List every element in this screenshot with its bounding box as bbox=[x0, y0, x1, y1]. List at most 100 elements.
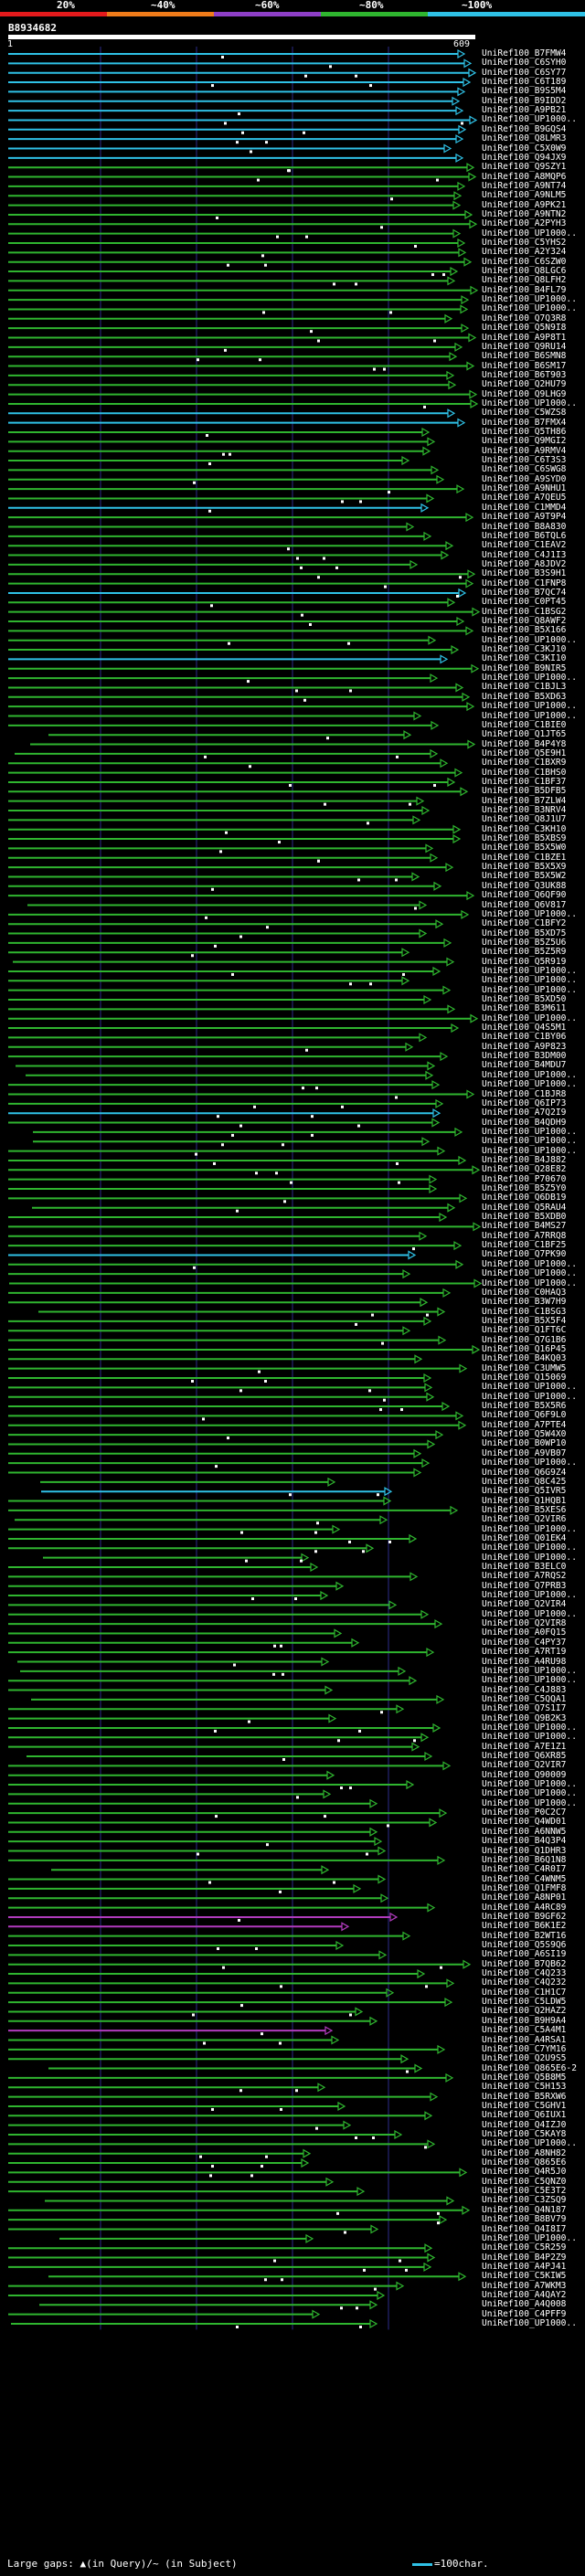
hit-label[interactable]: UniRef100_Q9LHG9 bbox=[482, 388, 567, 399]
hit-label[interactable]: UniRef100_C5E3T2 bbox=[482, 2186, 567, 2197]
hit-label[interactable]: UniRef100_C1BSG3 bbox=[482, 1306, 567, 1317]
hit-label[interactable]: UniRef100_Q9SZY1 bbox=[482, 162, 567, 173]
hit-label[interactable]: UniRef100_C1BFY2 bbox=[482, 918, 567, 929]
hit-label[interactable]: UniRef100_B4Q3P4 bbox=[482, 1836, 567, 1847]
hit-label[interactable]: UniRef100_B3DM00 bbox=[482, 1051, 567, 1062]
hit-label[interactable]: UniRef100_B8A830 bbox=[482, 521, 567, 532]
hit-label[interactable]: UniRef100_A4Q008 bbox=[482, 2299, 567, 2310]
hit-label[interactable]: UniRef100_A8MQP6 bbox=[482, 171, 567, 182]
hit-label[interactable]: UniRef100_Q1FT6C bbox=[482, 1325, 567, 1336]
hit-label[interactable]: UniRef100_A9NTN2 bbox=[482, 208, 567, 219]
hit-label[interactable]: UniRef100_UP1000.. bbox=[482, 2232, 577, 2243]
hit-label[interactable]: UniRef100_UP1000.. bbox=[482, 634, 577, 645]
hit-label[interactable]: UniRef100_Q2VIR8 bbox=[482, 1618, 567, 1629]
hit-label[interactable]: UniRef100_B5X5X9 bbox=[482, 862, 567, 873]
hit-label[interactable]: UniRef100_C5H153 bbox=[482, 2082, 567, 2093]
hit-label[interactable]: UniRef100_C1BZE1 bbox=[482, 852, 567, 863]
hit-label[interactable]: UniRef100_UP1000.. bbox=[482, 908, 577, 919]
hit-label[interactable]: UniRef100_C5KAY8 bbox=[482, 2129, 567, 2139]
hit-label[interactable]: UniRef100_B4FL79 bbox=[482, 284, 567, 295]
hit-label[interactable]: UniRef100_C1BF25 bbox=[482, 1240, 567, 1251]
hit-label[interactable]: UniRef100_B6TQL6 bbox=[482, 530, 567, 541]
hit-label[interactable]: UniRef100_UP1000.. bbox=[482, 1732, 577, 1743]
hit-label[interactable]: UniRef100_C0PT45 bbox=[482, 597, 567, 608]
hit-label[interactable]: UniRef100_C5YHS2 bbox=[482, 238, 567, 248]
hit-label[interactable]: UniRef100_Q1HQB1 bbox=[482, 1495, 567, 1506]
hit-label[interactable]: UniRef100_C1BF37 bbox=[482, 776, 567, 787]
hit-label[interactable]: UniRef100_B5X166 bbox=[482, 625, 567, 636]
hit-label[interactable]: UniRef100_A9RMV4 bbox=[482, 445, 567, 456]
hit-label[interactable]: UniRef100_A8NH82 bbox=[482, 2147, 567, 2158]
hit-label[interactable]: UniRef100_UP1000.. bbox=[482, 1552, 577, 1563]
hit-label[interactable]: UniRef100_UP1000.. bbox=[482, 1012, 577, 1023]
hit-label[interactable]: UniRef100_A6NNW5 bbox=[482, 1826, 567, 1837]
hit-label[interactable]: UniRef100_B3NRV4 bbox=[482, 805, 567, 815]
hit-label[interactable]: UniRef100_Q4N187 bbox=[482, 2204, 567, 2215]
hit-label[interactable]: UniRef100_C1BHS0 bbox=[482, 767, 567, 778]
hit-label[interactable]: UniRef100_Q8J1U7 bbox=[482, 814, 567, 825]
hit-label[interactable]: UniRef100_UP1000.. bbox=[482, 1268, 577, 1279]
hit-label[interactable]: UniRef100_B5XBS9 bbox=[482, 833, 567, 844]
hit-label[interactable]: UniRef100_UP1000.. bbox=[482, 1382, 577, 1393]
hit-label[interactable]: UniRef100_C5QNZ0 bbox=[482, 2176, 567, 2187]
hit-label[interactable]: UniRef100_C5GHV1 bbox=[482, 2100, 567, 2111]
hit-label[interactable]: UniRef100_A2PYH3 bbox=[482, 218, 567, 229]
hit-label[interactable]: UniRef100_UP1000.. bbox=[482, 1136, 577, 1147]
hit-label[interactable]: UniRef100_B6SM17 bbox=[482, 360, 567, 371]
hit-label[interactable]: UniRef100_Q5W4X0 bbox=[482, 1429, 567, 1440]
hit-label[interactable]: UniRef100_P0C2C7 bbox=[482, 1807, 567, 1818]
hit-label[interactable]: UniRef100_Q6IUX1 bbox=[482, 2110, 567, 2121]
hit-label[interactable]: UniRef100_UP1000.. bbox=[482, 2318, 577, 2328]
hit-label[interactable]: UniRef100_UP1000.. bbox=[482, 701, 577, 712]
hit-label[interactable]: UniRef100_B3W7H9 bbox=[482, 1297, 567, 1308]
hit-label[interactable]: UniRef100_C4J1I3 bbox=[482, 549, 567, 560]
hit-label[interactable]: UniRef100_Q5R919 bbox=[482, 956, 567, 967]
hit-label[interactable]: UniRef100_UP1000.. bbox=[482, 114, 577, 125]
hit-label[interactable]: UniRef100_Q5S9Q6 bbox=[482, 1940, 567, 1950]
hit-label[interactable]: UniRef100_UP1000.. bbox=[482, 1722, 577, 1733]
hit-label[interactable]: UniRef100_C3KH10 bbox=[482, 823, 567, 834]
hit-label[interactable]: UniRef100_Q865E6 bbox=[482, 2157, 567, 2168]
hit-label[interactable]: UniRef100_B0WP10 bbox=[482, 1438, 567, 1449]
hit-label[interactable]: UniRef100_UP1000.. bbox=[482, 1523, 577, 1534]
hit-label[interactable]: UniRef100_Q8C425 bbox=[482, 1476, 567, 1487]
hit-label[interactable]: UniRef100_Q6F9L0 bbox=[482, 1410, 567, 1421]
hit-label[interactable]: UniRef100_Q9B2K3 bbox=[482, 1712, 567, 1723]
hit-label[interactable]: UniRef100_C6T189 bbox=[482, 77, 567, 88]
hit-label[interactable]: UniRef100_C6SWG8 bbox=[482, 464, 567, 475]
hit-label[interactable]: UniRef100_Q9RU14 bbox=[482, 341, 567, 352]
hit-label[interactable]: UniRef100_C5KIW5 bbox=[482, 2271, 567, 2282]
hit-label[interactable]: UniRef100_A9NLM5 bbox=[482, 190, 567, 201]
hit-label[interactable]: UniRef100_UP1000.. bbox=[482, 1797, 577, 1808]
hit-label[interactable]: UniRef100_C4Q233 bbox=[482, 1968, 567, 1979]
hit-label[interactable]: UniRef100_C3KJ10 bbox=[482, 644, 567, 655]
hit-label[interactable]: UniRef100_C4PFF9 bbox=[482, 2308, 567, 2319]
hit-label[interactable]: UniRef100_UP1000.. bbox=[482, 673, 577, 684]
hit-label[interactable]: UniRef100_Q94JX9 bbox=[482, 152, 567, 163]
hit-label[interactable]: UniRef100_B5DFB5 bbox=[482, 786, 567, 797]
hit-label[interactable]: UniRef100_C1MMD4 bbox=[482, 502, 567, 513]
hit-label[interactable]: UniRef100_B6Q1N8 bbox=[482, 1854, 567, 1865]
hit-label[interactable]: UniRef100_Q5E9H1 bbox=[482, 747, 567, 758]
hit-label[interactable]: UniRef100_Q6IP73 bbox=[482, 1097, 567, 1108]
hit-label[interactable]: UniRef100_A7PTE4 bbox=[482, 1419, 567, 1430]
hit-label[interactable]: UniRef100_Q1JT65 bbox=[482, 729, 567, 740]
hit-label[interactable]: UniRef100_UP1000.. bbox=[482, 1258, 577, 1269]
hit-label[interactable]: UniRef100_B5XES6 bbox=[482, 1504, 567, 1515]
hit-label[interactable]: UniRef100_B7QC74 bbox=[482, 587, 567, 598]
hit-label[interactable]: UniRef100_Q3UK88 bbox=[482, 880, 567, 891]
hit-label[interactable]: UniRef100_UP1000.. bbox=[482, 228, 577, 239]
hit-label[interactable]: UniRef100_Q8AWF2 bbox=[482, 616, 567, 626]
hit-label[interactable]: UniRef100_B5X5W2 bbox=[482, 871, 567, 882]
hit-label[interactable]: UniRef100_UP1000.. bbox=[482, 1590, 577, 1601]
hit-label[interactable]: UniRef100_P70670 bbox=[482, 1173, 567, 1184]
hit-label[interactable]: UniRef100_Q2HAZ2 bbox=[482, 2006, 567, 2017]
hit-label[interactable]: UniRef100_C7YM16 bbox=[482, 2043, 567, 2054]
hit-label[interactable]: UniRef100_A4RC89 bbox=[482, 1902, 567, 1913]
hit-label[interactable]: UniRef100_B5XDB0 bbox=[482, 1212, 567, 1223]
hit-label[interactable]: UniRef100_B5X5W0 bbox=[482, 843, 567, 853]
hit-label[interactable]: UniRef100_B7QB62 bbox=[482, 1958, 567, 1969]
hit-label[interactable]: UniRef100_UP1000.. bbox=[482, 1665, 577, 1676]
hit-label[interactable]: UniRef100_B7FMW4 bbox=[482, 48, 567, 58]
hit-label[interactable]: UniRef100_UP1000.. bbox=[482, 2138, 577, 2149]
